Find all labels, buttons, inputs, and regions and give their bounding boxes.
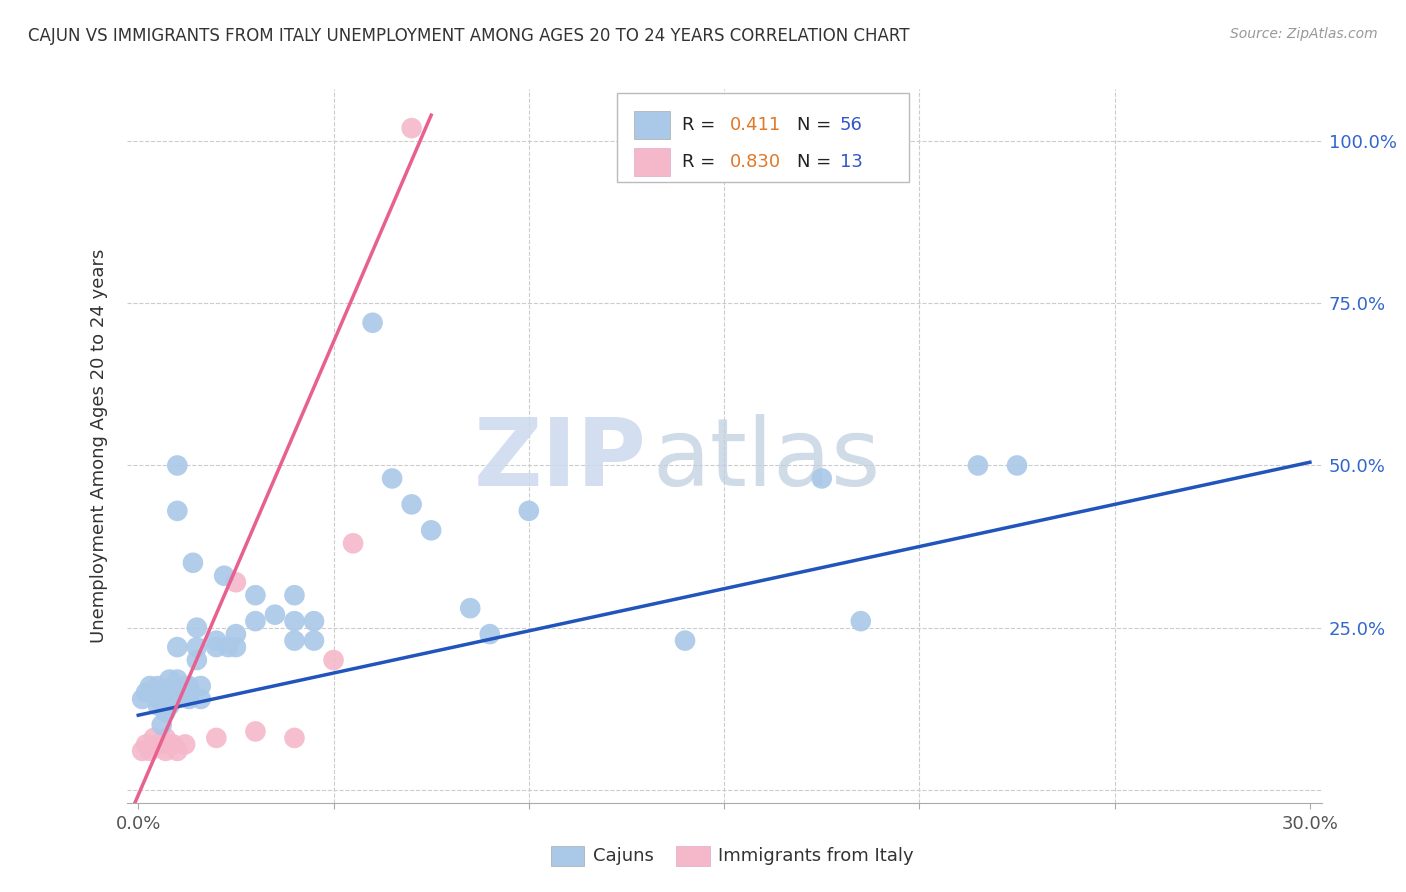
Point — [177, 679, 200, 693]
Point — [131, 692, 153, 706]
Point — [245, 724, 267, 739]
Point — [1005, 458, 1028, 473]
Point — [517, 504, 540, 518]
Point — [150, 685, 173, 699]
Point — [478, 627, 501, 641]
Point — [166, 458, 188, 473]
FancyBboxPatch shape — [634, 148, 671, 176]
Point — [205, 633, 228, 648]
Point — [283, 614, 305, 628]
Point — [381, 471, 404, 485]
Point — [155, 705, 177, 719]
Point — [302, 614, 325, 628]
Point — [205, 731, 228, 745]
Point — [174, 738, 197, 752]
Point — [401, 497, 423, 511]
Text: 56: 56 — [839, 116, 863, 134]
Point — [146, 738, 169, 752]
Point — [146, 692, 169, 706]
FancyBboxPatch shape — [551, 847, 585, 866]
Point — [135, 738, 157, 752]
Point — [155, 731, 177, 745]
Point — [186, 640, 208, 654]
Text: N =: N = — [797, 153, 831, 171]
Point — [245, 588, 267, 602]
Y-axis label: Unemployment Among Ages 20 to 24 years: Unemployment Among Ages 20 to 24 years — [90, 249, 108, 643]
Point — [420, 524, 443, 538]
Point — [166, 640, 188, 654]
Point — [283, 588, 305, 602]
Text: R =: R = — [682, 153, 716, 171]
Point — [342, 536, 364, 550]
Point — [181, 556, 204, 570]
Point — [166, 504, 188, 518]
Point — [150, 718, 173, 732]
Text: Source: ZipAtlas.com: Source: ZipAtlas.com — [1230, 27, 1378, 41]
Text: 0.830: 0.830 — [730, 153, 782, 171]
Text: Cajuns: Cajuns — [593, 847, 654, 865]
Point — [159, 685, 181, 699]
Text: atlas: atlas — [652, 414, 880, 507]
Point — [673, 633, 696, 648]
Point — [205, 640, 228, 654]
Point — [155, 685, 177, 699]
Point — [174, 679, 197, 693]
Point — [967, 458, 990, 473]
Point — [159, 698, 181, 713]
Text: R =: R = — [682, 116, 716, 134]
Point — [159, 673, 181, 687]
Point — [302, 633, 325, 648]
Point — [139, 679, 162, 693]
Point — [146, 679, 169, 693]
Point — [322, 653, 344, 667]
Point — [174, 685, 197, 699]
Point — [162, 692, 184, 706]
Point — [225, 575, 247, 590]
Point — [186, 653, 208, 667]
Point — [159, 738, 181, 752]
Point — [139, 744, 162, 758]
Point — [186, 621, 208, 635]
Text: 0.411: 0.411 — [730, 116, 782, 134]
Point — [162, 738, 184, 752]
Text: 13: 13 — [839, 153, 863, 171]
Point — [361, 316, 384, 330]
Text: Immigrants from Italy: Immigrants from Italy — [718, 847, 914, 865]
Point — [401, 121, 423, 136]
Point — [225, 627, 247, 641]
Point — [166, 744, 188, 758]
Point — [177, 692, 200, 706]
Point — [150, 738, 173, 752]
Point — [166, 685, 188, 699]
Point — [225, 640, 247, 654]
Point — [162, 679, 184, 693]
FancyBboxPatch shape — [676, 847, 710, 866]
Point — [131, 744, 153, 758]
Point — [212, 568, 235, 582]
Point — [283, 731, 305, 745]
Text: N =: N = — [797, 116, 831, 134]
FancyBboxPatch shape — [634, 112, 671, 138]
Text: CAJUN VS IMMIGRANTS FROM ITALY UNEMPLOYMENT AMONG AGES 20 TO 24 YEARS CORRELATIO: CAJUN VS IMMIGRANTS FROM ITALY UNEMPLOYM… — [28, 27, 910, 45]
Point — [146, 698, 169, 713]
Point — [155, 744, 177, 758]
Point — [245, 614, 267, 628]
Point — [810, 471, 832, 485]
Text: ZIP: ZIP — [474, 414, 647, 507]
Point — [849, 614, 872, 628]
Point — [217, 640, 239, 654]
Point — [135, 685, 157, 699]
Point — [190, 679, 212, 693]
Point — [264, 607, 287, 622]
Point — [142, 731, 165, 745]
Point — [190, 692, 212, 706]
Point — [166, 673, 188, 687]
FancyBboxPatch shape — [616, 93, 910, 182]
Point — [458, 601, 481, 615]
Point — [283, 633, 305, 648]
